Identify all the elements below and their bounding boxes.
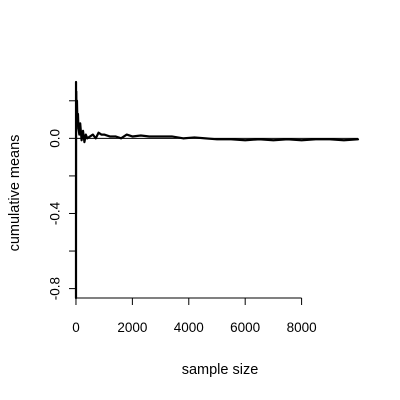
y-tick-label-1: -0.4 [48, 201, 63, 225]
x-tick-label-1: 2000 [117, 320, 147, 335]
x-tick-label-4: 8000 [287, 320, 317, 335]
x-tick-label-2: 4000 [174, 320, 204, 335]
y-tick-label-0: -0.8 [48, 277, 63, 300]
y-tick-label-2: 0.0 [48, 129, 63, 148]
y-axis-label: cumulative means [7, 135, 23, 252]
axes: 0 2000 4000 6000 8000 -0.8 -0.4 0.0 [48, 100, 317, 335]
plot-area [74, 80, 360, 300]
x-tick-label-3: 6000 [230, 320, 260, 335]
x-axis-label: sample size [182, 362, 259, 378]
x-tick-label-0: 0 [72, 320, 80, 335]
series-line-0 [74, 80, 360, 300]
